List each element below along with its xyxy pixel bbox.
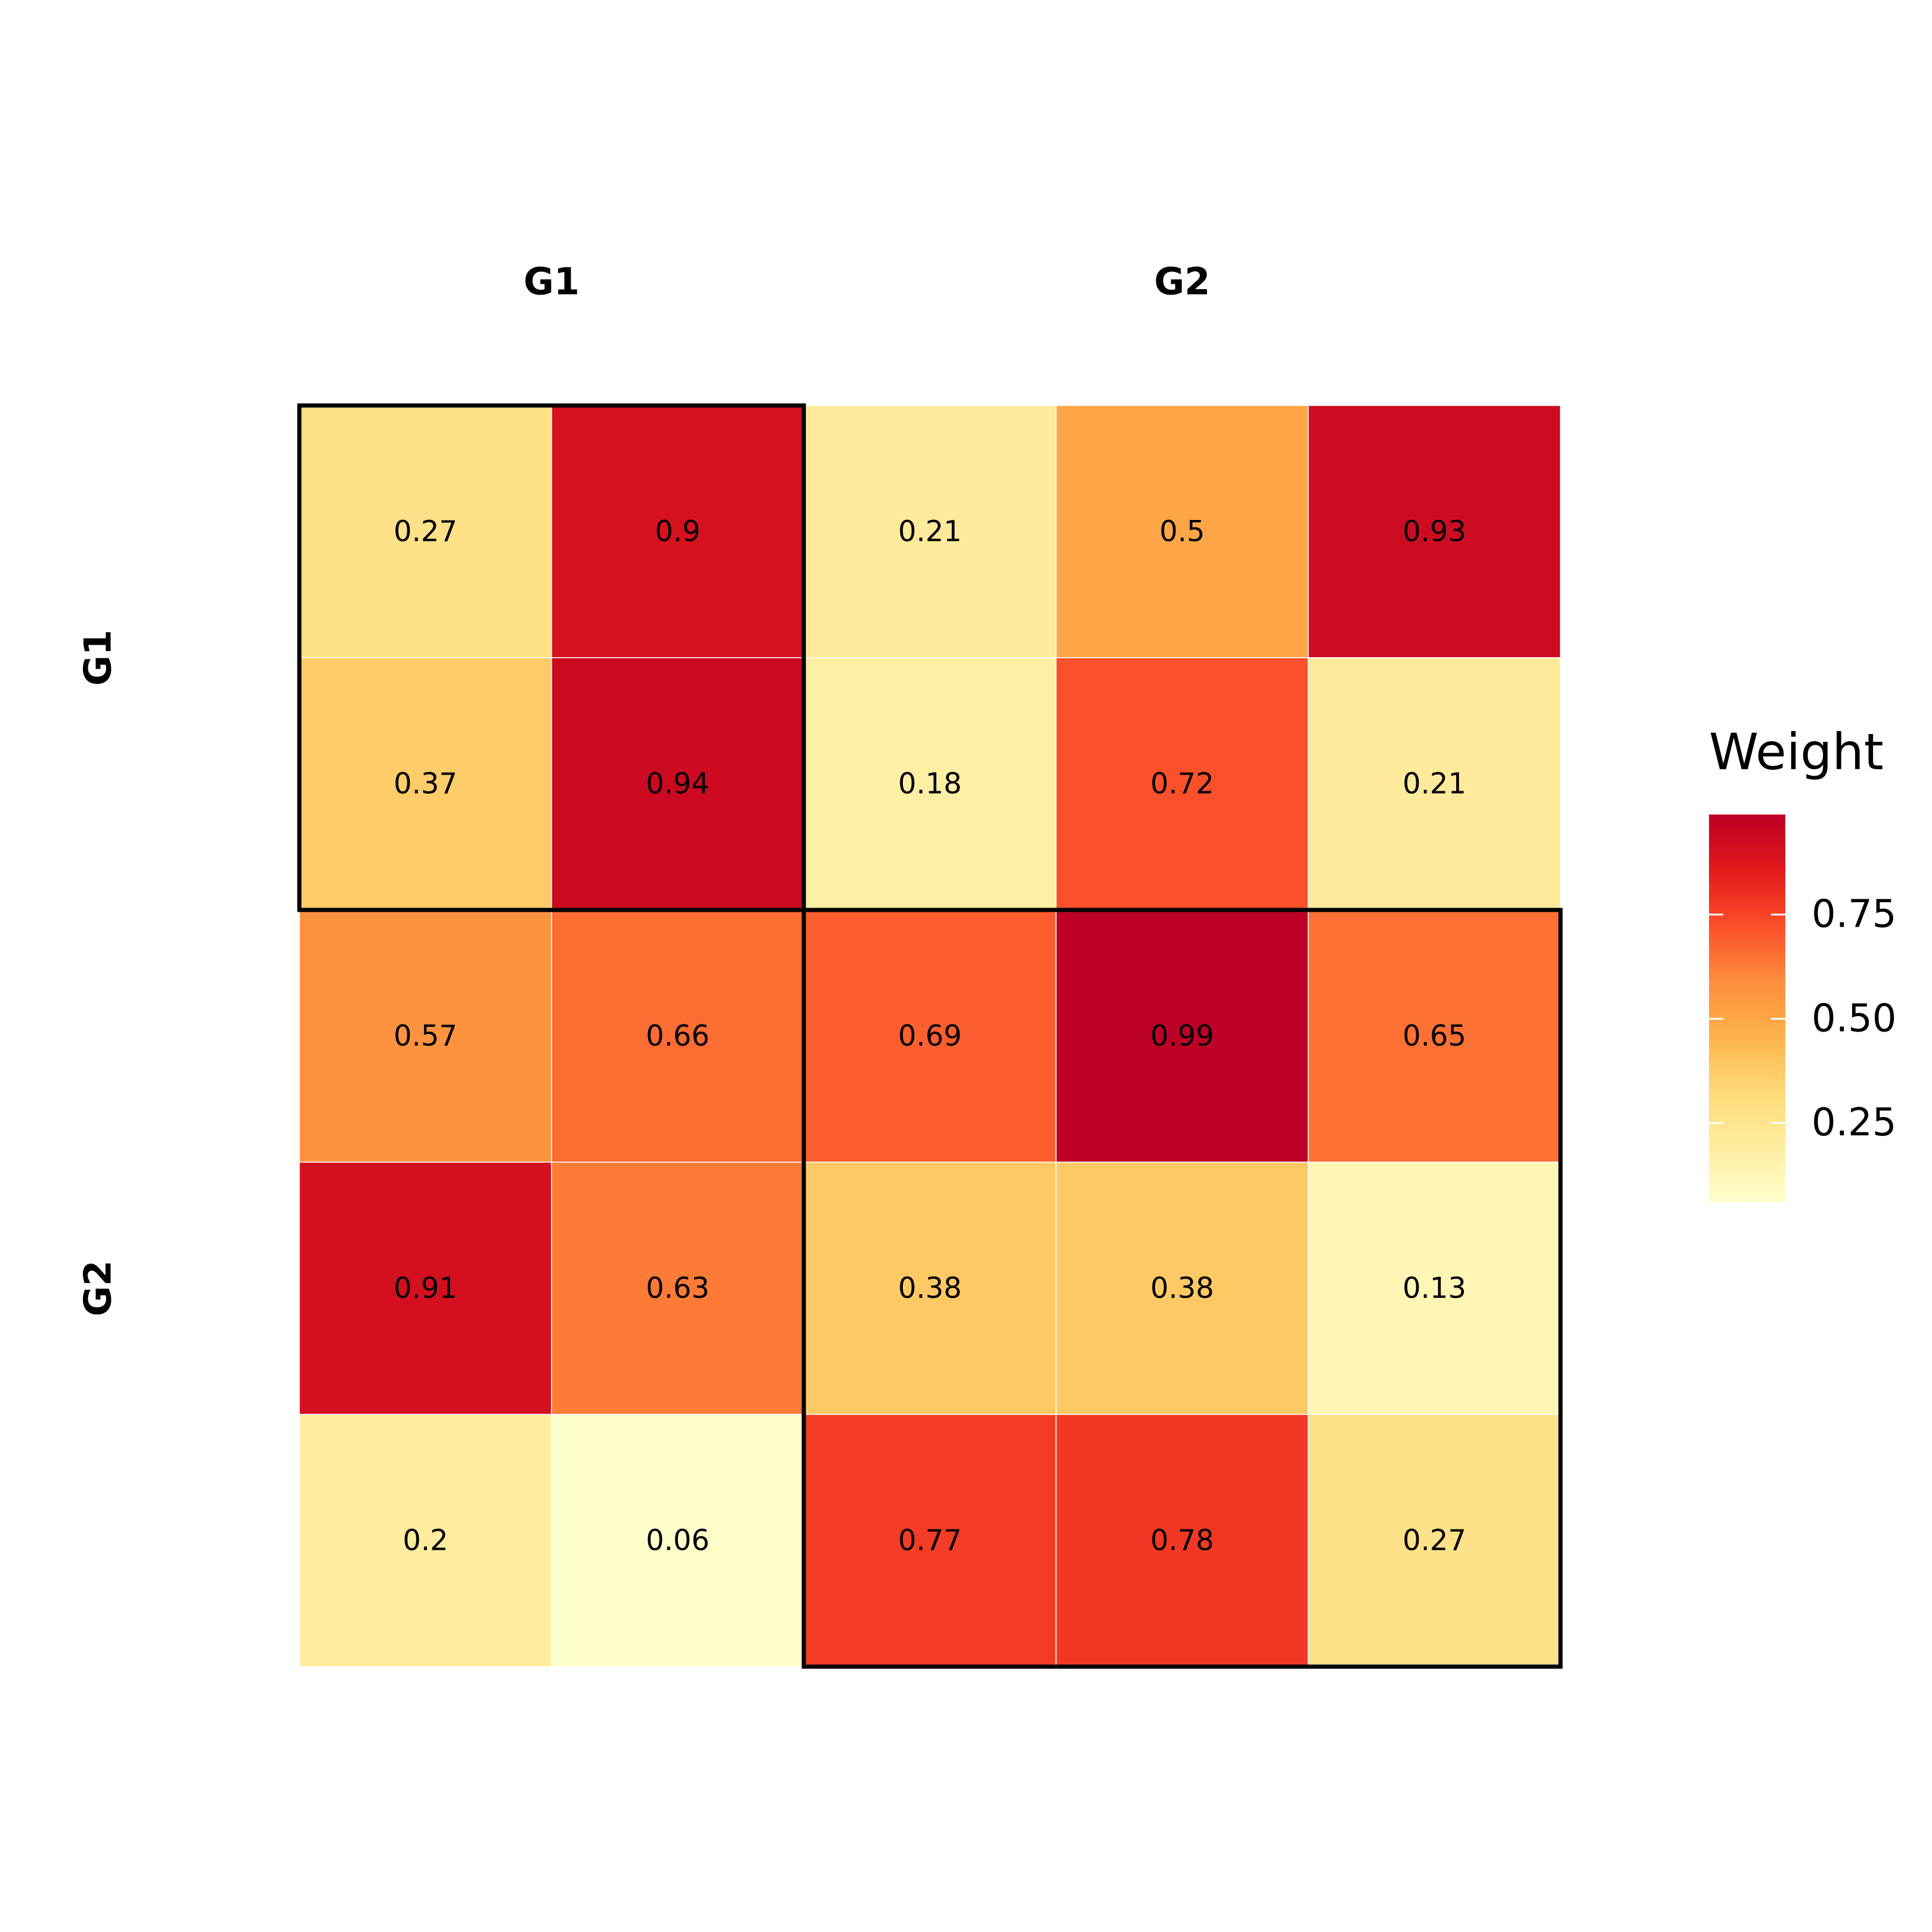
cell-value-label: 0.72	[1150, 767, 1214, 801]
heatmap-cell	[803, 657, 1057, 911]
group-outline-box	[801, 908, 1563, 1669]
legend-tick-label: 0.75	[1812, 893, 1897, 937]
legend-title: Weight	[1709, 723, 1884, 781]
cell-value-label: 0.66	[646, 1020, 710, 1053]
cell-value-label: 0.27	[1402, 1524, 1466, 1558]
cell-value-label: 0.65	[1402, 1020, 1466, 1053]
cell-value-label: 0.57	[394, 1020, 457, 1053]
cell-value-label: 0.69	[898, 1020, 962, 1053]
cell-value-label: 0.37	[394, 767, 457, 801]
heatmap-cell	[803, 1414, 1057, 1667]
heatmap-cell	[551, 909, 804, 1163]
group-labels: G1 G2 G1 G2	[76, 260, 1210, 1317]
heatmap-cell	[1308, 1162, 1561, 1415]
heatmap-cell	[551, 1162, 804, 1415]
heatmap-cell	[1055, 657, 1309, 911]
cell-value-label: 0.38	[1150, 1272, 1214, 1305]
row-group-label: G1	[76, 630, 120, 686]
heatmap-cell	[1055, 1414, 1309, 1667]
heatmap-cell	[299, 1414, 552, 1667]
cell-value-label: 0.06	[646, 1524, 710, 1558]
heatmap-cell	[1055, 1162, 1309, 1415]
row-group-label: G2	[76, 1260, 120, 1316]
heatmap-cell	[803, 405, 1057, 658]
legend-colorbar	[1709, 815, 1785, 1202]
cell-value-label: 0.2	[402, 1524, 448, 1558]
cell-value-label: 0.21	[1402, 767, 1466, 801]
heatmap-cell	[551, 405, 804, 658]
heatmap-cell	[803, 1162, 1057, 1415]
heatmap-cell	[299, 1162, 552, 1415]
column-group-label: G1	[524, 260, 580, 304]
heatmap-cell	[551, 1414, 804, 1667]
cell-value-label: 0.94	[646, 767, 710, 801]
legend-tick-label: 0.50	[1812, 996, 1897, 1041]
column-group-label: G2	[1154, 260, 1210, 304]
cell-value-label: 0.21	[898, 515, 962, 549]
color-legend: Weight 0.25 0.50 0.75	[1709, 723, 1897, 1202]
group-outlines	[297, 403, 1563, 1669]
cell-value-label: 0.38	[898, 1272, 962, 1305]
cell-value-label: 0.63	[646, 1272, 710, 1305]
cell-value-label: 0.27	[394, 515, 457, 549]
group-outline-box	[297, 403, 806, 912]
heatmap-cell	[1308, 405, 1561, 658]
heatmap-cell-labels: 0.27 0.9 0.21 0.5 0.93 0.37 0.94 0.18 0.72 0.21 0.…	[394, 515, 1466, 1558]
heatmap-cell	[299, 909, 552, 1163]
cell-value-label: 0.77	[898, 1524, 962, 1558]
cell-value-label: 0.5	[1159, 515, 1205, 549]
cell-value-label: 0.13	[1402, 1272, 1466, 1305]
heatmap-cell	[1055, 405, 1309, 658]
legend-tick-label: 0.25	[1812, 1101, 1897, 1145]
cell-value-label: 0.9	[655, 515, 700, 549]
heatmap-cell	[1308, 909, 1561, 1163]
cell-value-label: 0.91	[394, 1272, 457, 1305]
heatmap-cell	[1055, 909, 1309, 1163]
heatmap-cells	[299, 405, 1561, 1667]
heatmap-cell	[299, 405, 552, 658]
heatmap-cell	[1308, 657, 1561, 911]
cell-value-label: 0.93	[1402, 515, 1466, 549]
cell-value-label: 0.78	[1150, 1524, 1214, 1558]
cell-value-label: 0.18	[898, 767, 962, 801]
heatmap-cell	[551, 657, 804, 911]
cell-value-label: 0.99	[1150, 1020, 1214, 1053]
heatmap-cell	[803, 909, 1057, 1163]
